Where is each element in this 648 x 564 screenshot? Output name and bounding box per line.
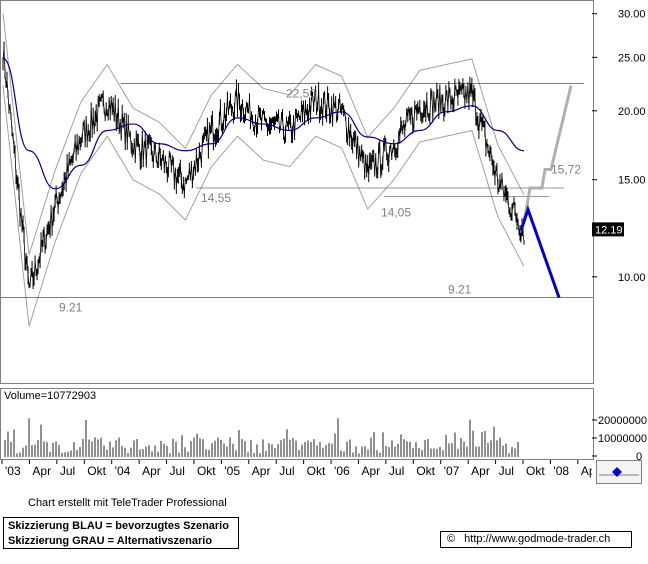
label-1405: 14,05 — [381, 205, 411, 219]
time-tick-label: Apr — [581, 464, 592, 478]
volume-tick-label: 20000000 — [598, 415, 647, 427]
price-tick-label: 25.00 — [618, 52, 646, 64]
time-tick-label: Okt — [197, 464, 216, 478]
scenario-legend: Skizzierung BLAU = bevorzugtes Szenario … — [3, 517, 239, 549]
navigator-diamond-icon — [599, 467, 639, 477]
price-tick-label: 10.00 — [618, 272, 646, 284]
time-tick-label: Jul — [60, 464, 75, 478]
time-tick-label: Jul — [389, 464, 404, 478]
volume-axis: 20000000 10000000 0 — [592, 415, 647, 460]
time-tick-label: Jul — [170, 464, 185, 478]
source-url-box[interactable]: © http://www.godmode-trader.ch — [440, 531, 632, 548]
volume-panel[interactable]: Volume=10772903 — [0, 388, 594, 460]
price-chart: 22,50 14,55 14,05 9.21 9.21 15,72 — [1, 13, 593, 327]
label-921-right: 9.21 — [448, 283, 472, 297]
source-url[interactable]: http://www.godmode-trader.ch — [464, 533, 611, 545]
time-tick-label: Apr — [32, 464, 51, 478]
volume-chart — [4, 418, 519, 457]
price-tick-label: 15.00 — [618, 175, 646, 187]
preferred-scenario-path — [519, 204, 561, 299]
last-price-label: 12.19 — [595, 224, 623, 236]
time-tick-label: Jul — [499, 464, 514, 478]
time-tick-label: Apr — [471, 464, 490, 478]
time-tick-label: Jul — [279, 464, 294, 478]
time-tick-label: '04 — [115, 464, 131, 478]
volume-tick-label: 0 — [636, 451, 642, 460]
time-tick-label: '07 — [444, 464, 460, 478]
upper-band — [2, 13, 525, 255]
price-tick-label: 30.00 — [618, 9, 646, 21]
time-tick-label: '03 — [5, 464, 21, 478]
label-2250: 22,50 — [286, 87, 316, 101]
label-1455: 14,55 — [201, 191, 231, 205]
price-axis: 30.00 25.00 20.00 15.00 10.00 12.19 — [592, 9, 646, 284]
volume-tick-label: 10000000 — [598, 433, 647, 445]
legend-grey: Skizzierung GRAU = Alternativszenario — [8, 535, 213, 547]
time-tick-label: Okt — [526, 464, 545, 478]
price-line — [2, 46, 525, 288]
price-tick-label: 20.00 — [618, 106, 646, 118]
volume-label: Volume=10772903 — [4, 390, 97, 402]
chart-credit: Chart erstellt mit TeleTrader Profession… — [28, 497, 227, 509]
price-chart-panel[interactable]: 22,50 14,55 14,05 9.21 9.21 15,72 — [0, 0, 594, 384]
time-axis: '03 Apr Jul Okt '04 Apr Jul Okt '05 Apr Jul Okt '06 A… — [1, 460, 592, 478]
legend-blue: Skizzierung BLAU = bevorzugtes Szenario — [8, 520, 229, 532]
time-tick-label: '06 — [334, 464, 350, 478]
time-tick-label: Apr — [361, 464, 380, 478]
time-tick-label: Apr — [142, 464, 161, 478]
label-921-left: 9.21 — [59, 301, 83, 315]
time-tick-label: Okt — [87, 464, 106, 478]
chart-navigator[interactable] — [596, 460, 642, 484]
time-tick-label: '05 — [224, 464, 240, 478]
lower-band — [2, 85, 525, 327]
time-tick-label: Apr — [252, 464, 271, 478]
time-tick-label: '08 — [553, 464, 569, 478]
last-price-badge — [592, 222, 624, 237]
time-tick-label: Okt — [307, 464, 326, 478]
copyright-icon: © — [447, 533, 456, 545]
label-1572: 15,72 — [551, 162, 581, 176]
time-tick-label: Okt — [416, 464, 435, 478]
moving-average-line — [2, 57, 525, 190]
